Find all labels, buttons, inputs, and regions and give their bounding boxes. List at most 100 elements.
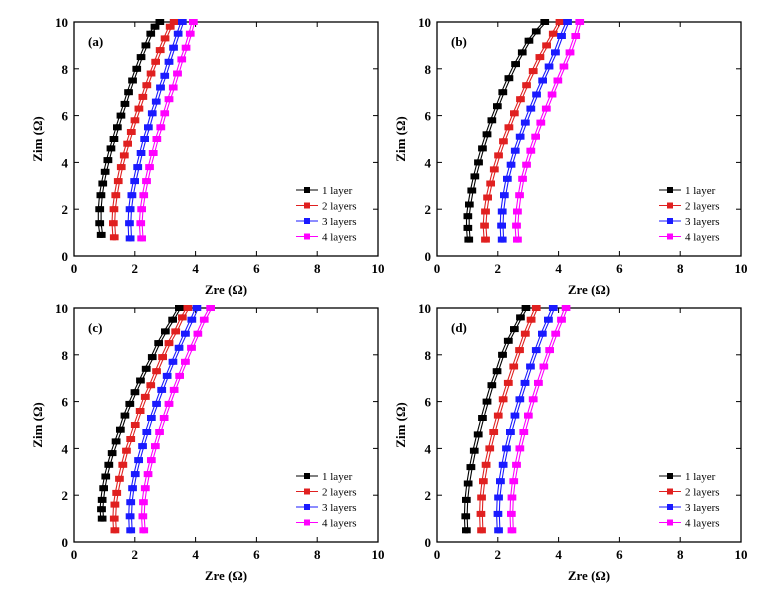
- data-point: [512, 363, 519, 370]
- data-point: [553, 49, 560, 56]
- data-point: [150, 110, 157, 117]
- data-point: [485, 131, 492, 138]
- data-point: [489, 180, 495, 187]
- series-1-layer: [95, 19, 165, 238]
- data-point: [473, 173, 480, 180]
- data-point: [578, 19, 585, 25]
- data-point: [510, 494, 517, 501]
- data-point: [133, 422, 140, 428]
- data-point: [517, 347, 524, 354]
- data-point: [124, 447, 131, 454]
- data-point: [496, 494, 503, 501]
- data-point: [165, 372, 172, 379]
- data-point: [558, 19, 565, 25]
- data-point: [536, 379, 543, 386]
- data-point: [109, 145, 116, 152]
- data-point: [154, 368, 161, 375]
- data-point: [133, 389, 140, 396]
- y-tick-label: 4: [62, 441, 69, 456]
- legend-label: 1 layer: [685, 471, 716, 483]
- data-point: [517, 192, 524, 199]
- data-point: [167, 340, 174, 347]
- data-point: [534, 91, 541, 98]
- series-3-layers: [497, 19, 572, 243]
- data-point: [119, 164, 126, 171]
- data-point: [122, 152, 129, 159]
- data-point: [546, 316, 553, 323]
- data-point: [527, 37, 534, 44]
- x-tick-label: 0: [434, 547, 441, 562]
- data-point: [149, 30, 156, 37]
- data-point: [162, 415, 169, 421]
- legend-marker: [667, 233, 673, 240]
- data-point: [112, 515, 119, 522]
- data-point: [129, 527, 136, 534]
- data-point: [117, 475, 124, 482]
- data-point: [490, 117, 497, 124]
- data-point: [149, 415, 156, 421]
- data-point: [163, 328, 170, 335]
- series-line: [499, 21, 567, 240]
- data-point: [518, 133, 525, 140]
- y-axis-title: Zim (Ω): [30, 402, 45, 447]
- data-point: [154, 98, 161, 105]
- data-point: [550, 91, 557, 98]
- legend-label: 1 layer: [685, 185, 716, 197]
- data-point: [512, 326, 519, 333]
- data-point: [529, 147, 536, 154]
- data-point: [485, 398, 492, 405]
- y-tick-label: 4: [425, 155, 432, 170]
- data-point: [99, 231, 106, 238]
- x-tick-label: 10: [372, 547, 385, 562]
- legend-label: 4 layers: [322, 232, 357, 244]
- data-point: [107, 461, 114, 468]
- x-tick-label: 2: [495, 547, 502, 562]
- data-point: [140, 235, 146, 242]
- data-point: [115, 124, 122, 131]
- legend-marker: [304, 504, 310, 510]
- data-point: [112, 234, 119, 241]
- data-point: [500, 351, 507, 358]
- legend: 1 layer 2 layers 3 layers 4 layers: [659, 185, 720, 244]
- data-point: [209, 305, 215, 311]
- data-point: [137, 457, 143, 464]
- data-point: [104, 473, 111, 480]
- x-tick-label: 4: [555, 547, 562, 562]
- panel-label: (a): [88, 34, 103, 49]
- data-point: [534, 347, 541, 354]
- data-point: [119, 112, 126, 119]
- data-point: [110, 450, 117, 457]
- y-tick-label: 2: [62, 202, 69, 217]
- x-tick-label: 10: [735, 261, 748, 276]
- data-point: [479, 510, 486, 517]
- data-point: [158, 19, 165, 25]
- data-point: [163, 72, 170, 79]
- panel-a: 0 2 4 6 8 10 0 2 4 6 8 10 Zre (Ω) Zim (Ω) (a) 1 layer 2 …: [30, 15, 385, 297]
- x-axis-title: Zre (Ω): [568, 568, 610, 583]
- data-point: [158, 47, 165, 54]
- data-point: [509, 510, 516, 517]
- data-point: [531, 396, 538, 403]
- data-point: [542, 363, 549, 370]
- data-point: [464, 496, 471, 503]
- y-tick-label: 8: [62, 62, 69, 77]
- data-point: [116, 178, 123, 185]
- x-tick-label: 0: [71, 261, 78, 276]
- data-point: [500, 236, 507, 243]
- data-point: [500, 222, 506, 229]
- data-point: [137, 105, 144, 112]
- legend-marker: [667, 519, 673, 526]
- data-point: [488, 445, 495, 452]
- data-point: [100, 496, 107, 503]
- data-point: [130, 77, 137, 84]
- y-tick-label: 0: [62, 535, 69, 550]
- x-tick-label: 4: [555, 261, 562, 276]
- data-point: [139, 54, 146, 61]
- data-point: [113, 527, 120, 534]
- data-point: [538, 54, 545, 61]
- data-point: [506, 379, 513, 386]
- legend-label: 3 layers: [685, 502, 720, 514]
- y-axis-title: Zim (Ω): [393, 402, 408, 447]
- data-point: [158, 84, 165, 91]
- data-point: [139, 150, 146, 156]
